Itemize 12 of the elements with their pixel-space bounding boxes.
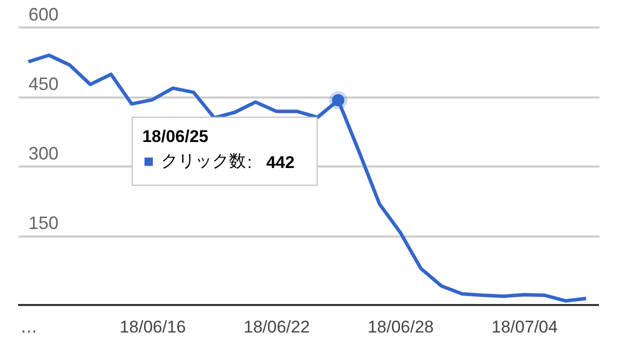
legend-label: クリック数 [161, 152, 246, 171]
x-tick-label: … [20, 318, 38, 336]
x-tick-label: 18/06/16 [120, 318, 186, 336]
x-tick-label: 18/06/22 [244, 318, 310, 336]
annotation: 18/06/25 [142, 127, 208, 146]
y-tick-label: 450 [28, 74, 59, 94]
x-tick-label: 18/07/04 [492, 318, 558, 336]
x-tick-label: 18/06/28 [368, 318, 434, 336]
y-tick-label: 150 [28, 213, 59, 233]
annotation: : 442 [247, 153, 295, 172]
y-tick-label: 600 [28, 4, 59, 24]
y-tick-label: 300 [28, 144, 59, 164]
